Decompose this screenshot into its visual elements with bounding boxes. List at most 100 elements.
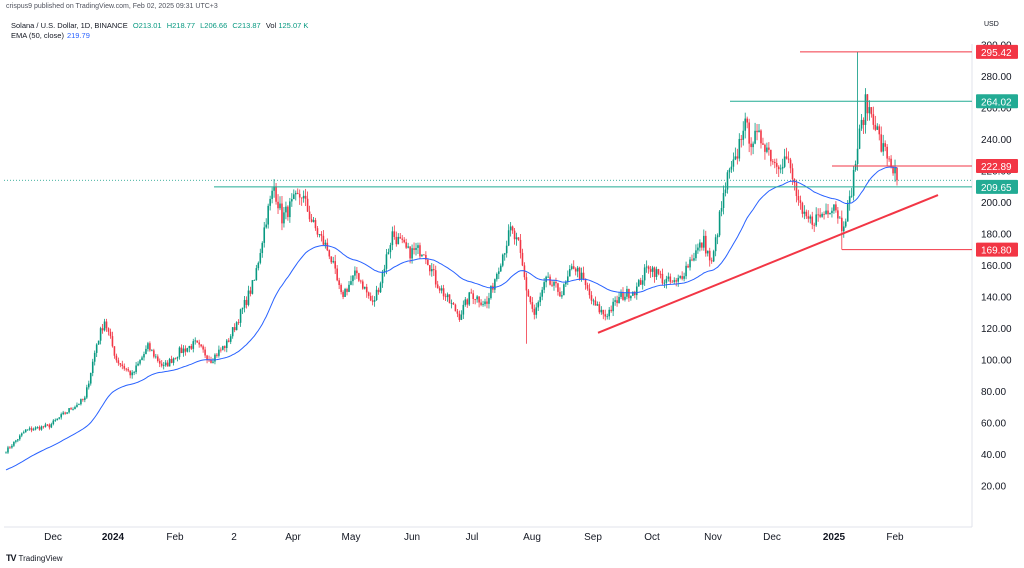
candle-body [852, 169, 855, 196]
candle-body [52, 420, 55, 425]
candle-body [766, 147, 768, 152]
candle-body [681, 276, 683, 279]
candle-body [795, 183, 798, 197]
candle-body [365, 286, 368, 293]
candle-body [241, 307, 244, 310]
candle-body [740, 138, 743, 140]
candle-body [338, 280, 340, 285]
candle-body [117, 360, 120, 364]
candle-body [880, 134, 883, 152]
candle-body [478, 296, 480, 303]
candle-body [229, 336, 232, 342]
candle-body [235, 322, 238, 331]
candle-body [403, 239, 405, 243]
price-label-text: 264.02 [981, 97, 1012, 108]
candle-body [850, 195, 853, 197]
candle-body [602, 309, 605, 315]
candle-body [474, 298, 476, 300]
candle-body [438, 288, 441, 291]
price-label-bg [976, 242, 1018, 257]
symbol-legend: Solana / U.S. Dollar, 1D, BINANCE O213.0… [11, 21, 311, 30]
candle-body [298, 193, 301, 198]
candle-body [227, 340, 230, 342]
candle-body [216, 354, 218, 356]
candle-body [135, 365, 137, 373]
candle-body [614, 300, 616, 302]
candle-body [231, 327, 234, 337]
candle-body [817, 214, 819, 216]
candle-body [854, 164, 857, 170]
candle-body [444, 296, 447, 298]
candle-body [781, 166, 784, 169]
candle-body [829, 213, 831, 215]
price-label-text: 295.42 [981, 48, 1012, 59]
candle-body [147, 343, 149, 349]
y-tick-label: 60.00 [981, 419, 1006, 430]
candle-body [777, 166, 780, 170]
tradingview-logo-icon: TV [6, 553, 16, 563]
candle-body [409, 246, 411, 259]
candle-body [393, 231, 396, 237]
candle-body [371, 300, 374, 302]
y-tick-label: 20.00 [981, 482, 1006, 493]
candle-body [574, 268, 577, 272]
candle-body [267, 205, 269, 225]
candle-body [249, 290, 252, 294]
candle-body [787, 158, 790, 160]
y-tick-label: 280.00 [981, 72, 1012, 83]
candle-body [890, 158, 892, 168]
candle-body [214, 354, 216, 362]
candle-body [894, 168, 896, 174]
candle-body [578, 267, 581, 280]
x-tick-label: Dec [763, 532, 781, 543]
candle-body [391, 231, 394, 246]
candle-body [145, 348, 147, 354]
candle-body [547, 276, 549, 278]
candle-body [610, 309, 612, 312]
candle-body [637, 280, 640, 287]
candle-body [36, 427, 39, 428]
price-label-bg [976, 159, 1018, 174]
candle-body [397, 236, 400, 245]
ema-value: 219.79 [66, 31, 90, 40]
candle-body [56, 418, 59, 421]
candle-body [54, 420, 57, 421]
candle-body [519, 239, 522, 253]
candle-body [649, 269, 652, 272]
candle-body [651, 267, 654, 272]
candle-body [180, 347, 183, 354]
candle-body [196, 340, 199, 343]
candle-body [720, 207, 723, 212]
candle-body [225, 340, 228, 349]
candle-body [330, 256, 333, 263]
candle-body [322, 235, 325, 245]
candle-body [389, 245, 392, 253]
candle-body [811, 216, 814, 225]
candle-body [868, 107, 871, 114]
candle-body [687, 265, 689, 268]
candle-body [198, 342, 200, 345]
candle-body [831, 210, 833, 214]
candle-body [541, 289, 543, 297]
candle-body [744, 118, 747, 131]
candle-body [87, 383, 90, 388]
candle-body [641, 280, 644, 285]
candle-body [162, 365, 165, 367]
candle-body [695, 250, 697, 259]
candle-body [115, 355, 118, 361]
candle-body [866, 94, 869, 114]
candle-body [363, 286, 366, 289]
candle-body [302, 195, 305, 199]
candle-body [529, 296, 532, 303]
candle-body [350, 281, 352, 285]
candle-body [149, 343, 151, 351]
candle-body [801, 202, 804, 214]
candle-body [488, 298, 490, 304]
candle-body [265, 224, 268, 228]
candle-body [701, 242, 703, 248]
candle-body [856, 148, 859, 165]
candle-body [570, 266, 573, 270]
candle-body [559, 291, 561, 297]
candle-body [143, 353, 145, 358]
